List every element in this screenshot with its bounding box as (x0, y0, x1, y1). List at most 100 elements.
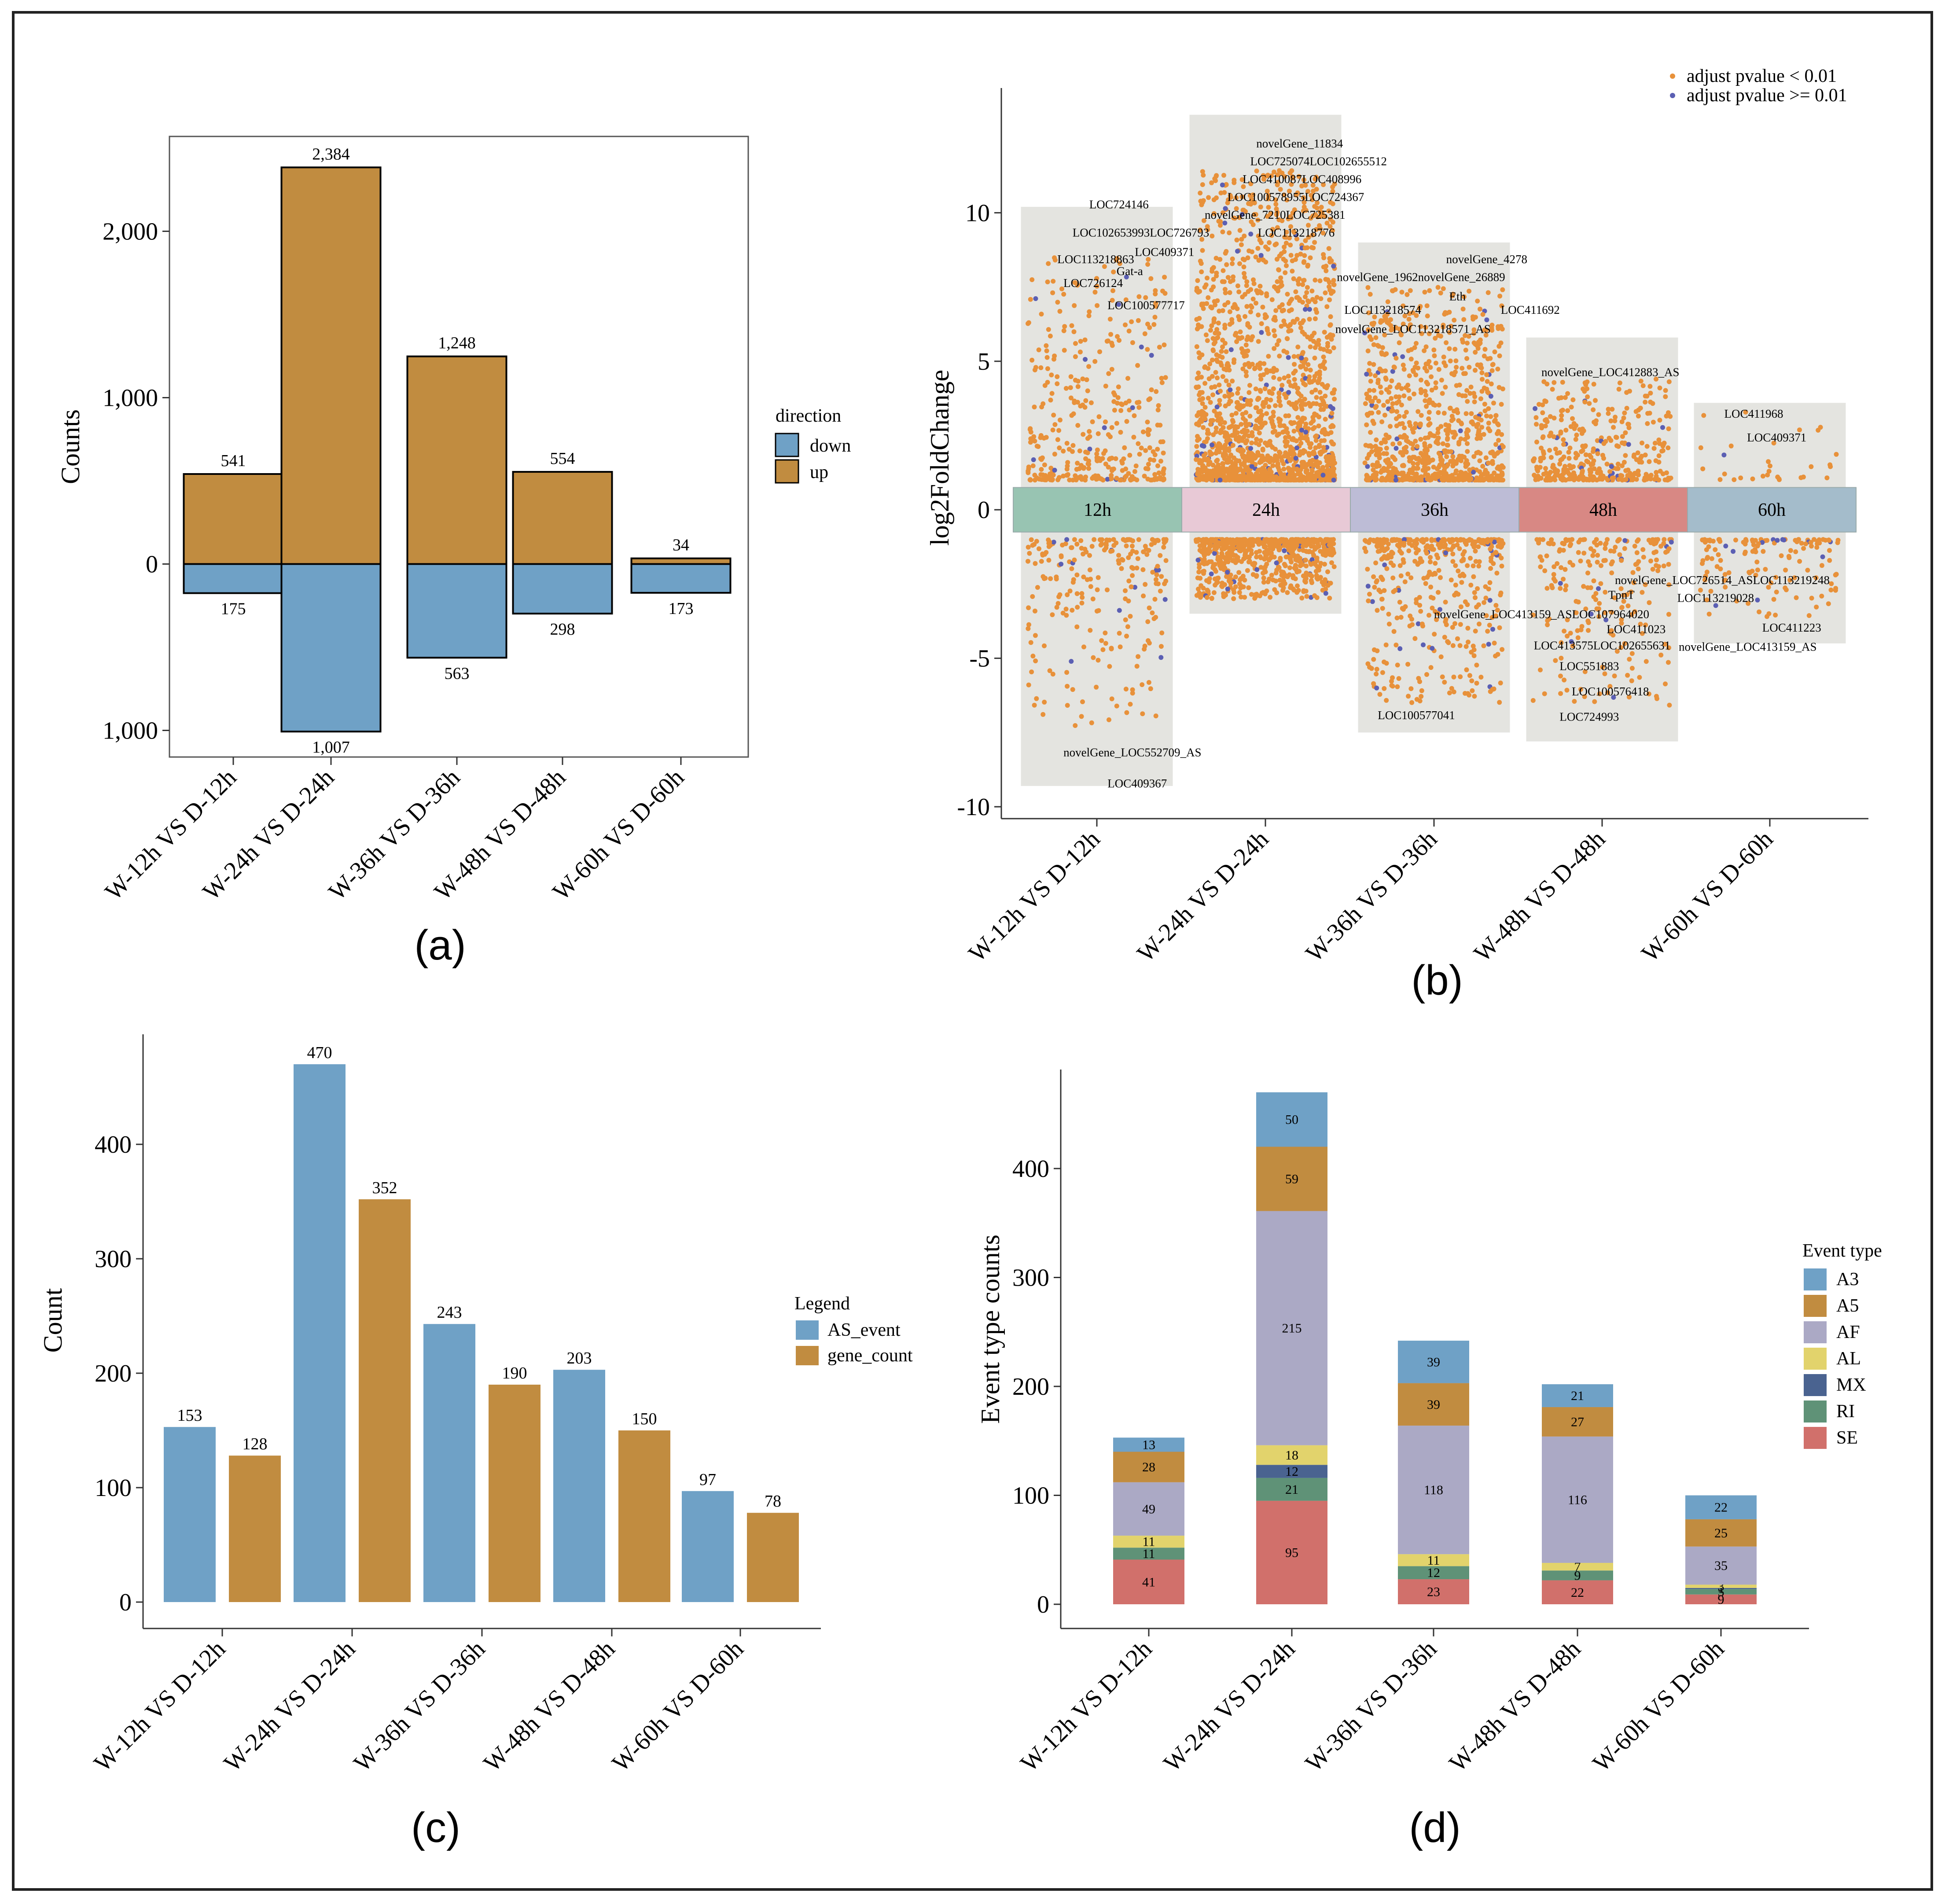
point-nonsignificant (1486, 642, 1491, 647)
point-significant (1135, 664, 1140, 669)
point-nonsignificant (1282, 548, 1287, 553)
point-significant (1448, 406, 1453, 411)
point-significant (1426, 416, 1431, 421)
point-significant (1278, 478, 1283, 482)
point-significant (1204, 301, 1209, 306)
point-significant (1325, 344, 1330, 349)
point-significant (1147, 606, 1152, 610)
point-significant (1272, 315, 1277, 320)
point-significant (1490, 368, 1495, 373)
point-significant (1284, 263, 1289, 268)
point-significant (1095, 588, 1100, 592)
point-significant (1447, 428, 1452, 433)
point-significant (1293, 369, 1298, 374)
point-nonsignificant (1366, 584, 1371, 588)
point-significant (1298, 563, 1303, 568)
point-significant (1297, 276, 1302, 281)
point-significant (1454, 591, 1459, 595)
point-significant (1051, 428, 1055, 433)
point-significant (1238, 330, 1243, 334)
point-significant (1639, 460, 1644, 465)
point-significant (1290, 269, 1294, 274)
point-significant (1547, 448, 1552, 453)
point-significant (1101, 451, 1106, 456)
point-significant (1482, 402, 1487, 407)
point-significant (1658, 653, 1663, 658)
point-significant (1028, 297, 1033, 302)
point-significant (1403, 604, 1408, 609)
point-significant (1244, 373, 1249, 378)
point-significant (1455, 636, 1460, 641)
point-significant (1596, 412, 1601, 417)
point-significant (1380, 670, 1385, 675)
point-significant (1218, 223, 1223, 228)
point-significant (1549, 478, 1554, 482)
panel-a-y-tick-label: 2,000 (103, 218, 158, 245)
point-significant (1147, 445, 1152, 450)
point-significant (1384, 566, 1389, 571)
point-significant (1473, 629, 1478, 633)
point-significant (1159, 574, 1164, 579)
point-significant (1143, 544, 1148, 549)
point-significant (1088, 584, 1093, 589)
point-significant (1428, 584, 1433, 589)
point-significant (1647, 600, 1652, 605)
point-significant (1448, 540, 1453, 544)
point-significant (1331, 278, 1336, 283)
point-significant (1500, 564, 1504, 569)
point-significant (1488, 547, 1493, 551)
point-nonsignificant (1235, 249, 1240, 254)
point-significant (1648, 559, 1653, 563)
point-significant (1311, 339, 1316, 344)
point-significant (1408, 624, 1412, 629)
point-significant (1278, 284, 1283, 289)
point-significant (1460, 393, 1465, 398)
point-significant (1381, 403, 1386, 408)
point-significant (1585, 394, 1590, 399)
point-significant (1221, 564, 1226, 569)
point-significant (1620, 419, 1625, 424)
point-significant (1636, 450, 1640, 455)
point-significant (1397, 340, 1402, 345)
point-significant (1158, 589, 1163, 594)
point-significant (1382, 686, 1386, 691)
point-significant (1369, 449, 1374, 454)
point-significant (1127, 329, 1132, 334)
point-significant (1081, 644, 1086, 649)
point-significant (1235, 306, 1240, 311)
point-significant (1258, 438, 1263, 443)
point-significant (1123, 596, 1128, 601)
point-significant (1263, 421, 1268, 426)
point-significant (1581, 448, 1585, 453)
point-significant (1368, 292, 1373, 297)
point-significant (1164, 558, 1169, 563)
point-significant (1442, 635, 1447, 640)
point-significant (1327, 298, 1332, 302)
point-significant (1271, 386, 1276, 391)
point-significant (1277, 254, 1282, 258)
point-significant (1287, 400, 1291, 405)
point-significant (1376, 410, 1381, 415)
point-significant (1103, 419, 1108, 424)
point-significant (1033, 633, 1038, 638)
point-significant (1088, 434, 1092, 439)
point-significant (1363, 401, 1368, 406)
point-significant (1198, 576, 1202, 581)
point-significant (1404, 438, 1409, 443)
point-significant (1047, 540, 1052, 544)
point-significant (1301, 350, 1305, 355)
point-significant (1232, 430, 1237, 434)
point-significant (1042, 463, 1047, 467)
point-significant (1233, 560, 1238, 565)
point-significant (1260, 413, 1265, 418)
point-significant (1588, 470, 1593, 474)
point-significant (1094, 452, 1099, 456)
point-significant (1051, 413, 1056, 418)
point-significant (1366, 599, 1371, 603)
point-significant (1452, 430, 1457, 434)
point-significant (1162, 342, 1167, 347)
point-nonsignificant (1320, 473, 1325, 478)
point-significant (1426, 435, 1430, 440)
point-significant (1456, 538, 1460, 543)
point-significant (1363, 460, 1368, 465)
